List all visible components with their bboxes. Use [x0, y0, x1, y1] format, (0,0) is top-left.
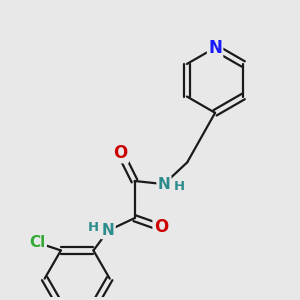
- Text: N: N: [158, 177, 170, 192]
- Text: N: N: [102, 223, 115, 238]
- Text: H: H: [88, 221, 99, 234]
- Text: Cl: Cl: [29, 235, 46, 250]
- Text: O: O: [113, 144, 128, 162]
- Text: N: N: [208, 39, 222, 57]
- Text: O: O: [154, 218, 168, 236]
- Text: H: H: [173, 180, 184, 193]
